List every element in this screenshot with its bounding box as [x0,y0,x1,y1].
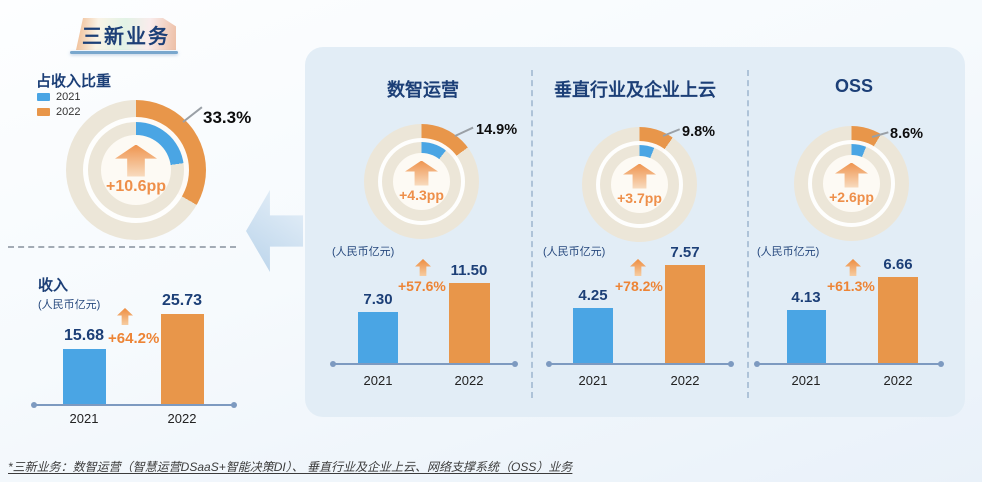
growth-label: +57.6% [398,278,446,294]
up-arrow-icon [405,160,438,186]
bar-2022 [665,265,705,363]
up-arrow-icon [835,162,868,188]
panel-dsaas: 数智运营 +4.3pp 14.9% (人民币亿元) 7.30 11.50 +57… [305,47,531,417]
bar-value-2021: 15.68 [63,327,105,345]
bar-2022 [449,283,490,363]
donut-center: +4.3pp [393,153,450,210]
donut-center: +3.7pp [611,156,668,213]
x-tick-2021: 2021 [69,411,99,426]
x-tick-2022: 2022 [167,411,197,426]
x-tick-2021: 2021 [363,373,393,388]
bar-value-2021: 4.25 [578,287,608,304]
unit-label: (人民币亿元) [757,246,820,258]
page-title: 三新业务 [82,25,170,48]
bar-2021 [787,309,826,363]
dashed-divider [8,246,236,248]
bar-2021 [573,308,613,363]
delta-label: +2.6pp [829,188,874,205]
callout-dsaas-share: 14.9% [476,122,518,138]
donut-vertical-share: +3.7pp [582,127,697,242]
callout-total-share: 33.3% [203,108,252,127]
panel-vertical: 垂直行业及企业上云 +3.7pp 9.8% (人民币亿元) 4.25 7.57 … [531,47,747,417]
x-axis-line [548,363,732,365]
x-tick-2021: 2021 [791,373,821,388]
panel-title-dsaas: 数智运营 [387,80,459,100]
growth-arrow-icon [630,259,646,276]
x-axis-line [756,363,942,365]
axis-dot-right [728,361,734,367]
axis-dot-right [231,402,237,408]
footnote: *三新业务：数智运营（智慧运营DSaaS+智能决策DI）、 垂直行业及企业上云、… [8,460,573,474]
unit-label: (人民币亿元) [543,246,606,258]
delta-label: +10.6pp [105,177,167,195]
revenue-unit-label: (人民币亿元) [38,299,101,311]
x-axis-line [332,363,516,365]
bar-value-2022: 6.66 [883,256,913,273]
panel-divider-2 [747,70,749,398]
title-underline [70,51,178,54]
delta-label: +4.3pp [399,186,444,203]
panel-title-oss: OSS [834,76,874,96]
bar-value-2021: 7.30 [363,291,393,309]
legend: 2021 2022 [37,91,80,118]
delta-label: +3.7pp [617,189,662,206]
bar-2021 [63,349,106,404]
growth-arrow-icon [845,259,861,276]
title-badge: 三新业务 [76,18,176,50]
x-tick-2022: 2022 [454,373,484,388]
share-section-title: 占收入比重 [36,73,112,90]
bar-2022 [878,277,918,363]
revenue-section-title: 收入 [38,277,69,294]
up-arrow-icon [623,163,656,189]
axis-dot-right [938,361,944,367]
axis-dot-left [546,361,552,367]
bar-2022 [161,314,204,404]
donut-dsaas-share: +4.3pp [364,124,479,239]
unit-label: (人民币亿元) [332,246,395,258]
axis-dot-left [330,361,336,367]
axis-dot-left [31,402,37,408]
panel-divider-1 [531,70,533,398]
bar-value-2022: 7.57 [670,244,700,261]
bar-value-2022: 25.73 [161,292,203,309]
panel-title-vertical: 垂直行业及企业上云 [554,80,716,100]
barchart-total-revenue: 15.68 25.73 +64.2% 2021 2022 [31,288,237,428]
growth-label: +78.2% [615,278,663,294]
growth-label: +61.3% [827,278,875,294]
x-axis-line [33,404,235,406]
axis-dot-left [754,361,760,367]
donut-center: +2.6pp [823,155,880,212]
x-tick-2022: 2022 [670,373,700,388]
legend-swatch-2022 [37,108,50,116]
donut-oss-share: +2.6pp [794,126,909,241]
legend-swatch-2021 [37,93,50,101]
growth-arrow-icon [117,308,133,325]
bar-value-2021: 4.13 [791,288,821,306]
bar-value-2022: 11.50 [450,262,488,279]
legend-item-2022: 2022 [37,106,80,118]
panel-oss: OSS +2.6pp 8.6% (人民币亿元) 4.13 6.66 +61.3%… [747,47,965,417]
callout-oss-share: 8.6% [890,126,924,142]
growth-arrow-icon [415,259,431,276]
up-arrow-icon [115,144,157,177]
x-tick-2022: 2022 [883,373,913,388]
callout-vertical-share: 9.8% [682,124,716,140]
legend-label-2021: 2021 [56,91,81,103]
bar-2021 [358,312,398,363]
growth-label: +64.2% [108,330,160,347]
barchart-oss-revenue: 4.13 6.66 +61.3% 2021 2022 [754,250,944,390]
barchart-dsaas-revenue: 7.30 11.50 +57.6% 2021 2022 [330,250,518,390]
x-tick-2021: 2021 [578,373,608,388]
left-arrow-icon [246,190,303,272]
legend-label-2022: 2022 [56,106,81,118]
barchart-vertical-revenue: 4.25 7.57 +78.2% 2021 2022 [546,244,734,390]
legend-item-2021: 2021 [37,91,80,103]
donut-total-share: +10.6pp [66,100,206,240]
axis-dot-right [512,361,518,367]
donut-center: +10.6pp [101,135,171,205]
